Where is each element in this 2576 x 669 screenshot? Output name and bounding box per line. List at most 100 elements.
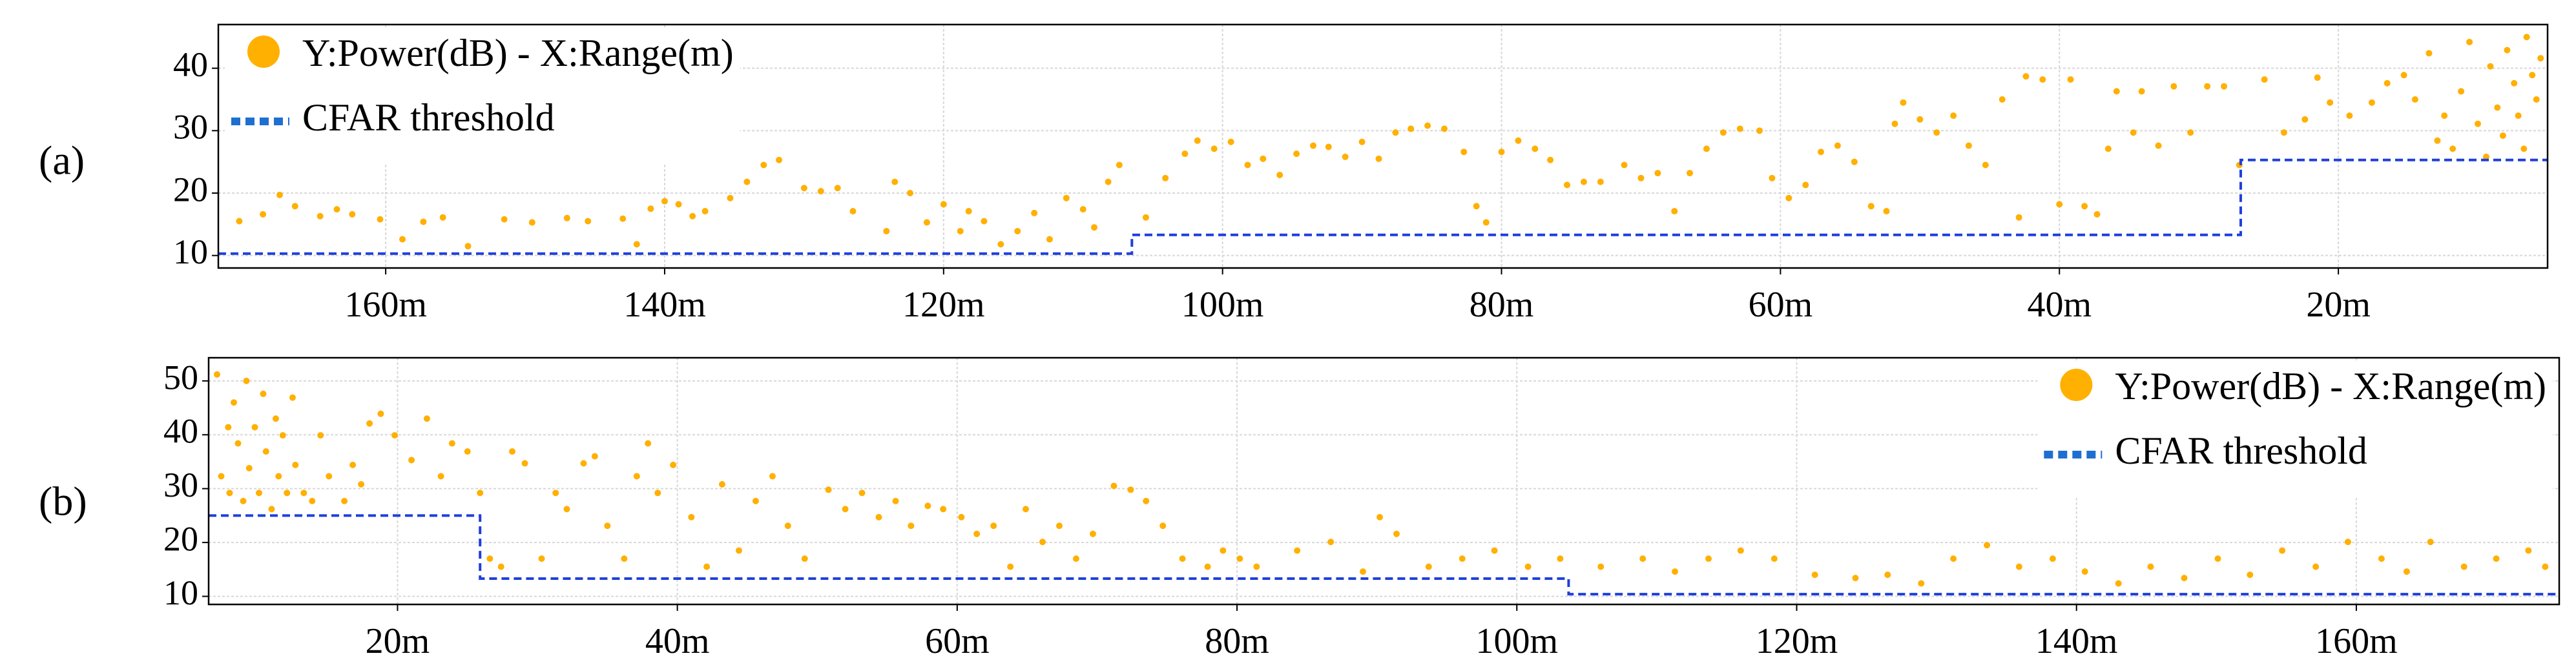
data-point bbox=[326, 473, 333, 480]
data-point bbox=[1900, 99, 1907, 106]
data-point bbox=[883, 227, 890, 234]
data-point bbox=[981, 218, 988, 225]
threshold-line bbox=[218, 158, 2548, 255]
data-point bbox=[521, 460, 528, 467]
data-point bbox=[2368, 99, 2375, 106]
plot-frame bbox=[207, 356, 2560, 606]
data-point bbox=[1236, 555, 1243, 562]
data-point bbox=[1294, 547, 1301, 554]
data-point bbox=[973, 530, 981, 537]
data-point bbox=[1482, 219, 1490, 226]
data-point bbox=[645, 440, 652, 447]
y-tick-label: 40 bbox=[163, 412, 198, 451]
x-tick-label: 160m bbox=[344, 285, 427, 325]
data-point bbox=[2093, 211, 2101, 218]
data-point bbox=[1179, 555, 1186, 562]
data-point bbox=[654, 489, 661, 497]
data-point bbox=[2204, 83, 2211, 90]
data-point bbox=[1654, 170, 1661, 177]
data-point bbox=[2155, 142, 2162, 149]
x-tick-label: 120m bbox=[902, 285, 985, 325]
data-point bbox=[1672, 568, 1679, 575]
data-point bbox=[1110, 482, 1117, 489]
data-point bbox=[1671, 208, 1678, 215]
panel-label: (a) bbox=[39, 138, 85, 183]
data-point bbox=[1557, 555, 1564, 562]
data-point bbox=[1055, 522, 1063, 530]
data-point bbox=[2015, 563, 2022, 570]
data-point bbox=[2403, 568, 2410, 575]
y-tick-label: 10 bbox=[163, 573, 198, 612]
data-point bbox=[2504, 46, 2511, 54]
data-point bbox=[2520, 145, 2528, 152]
data-point bbox=[585, 218, 592, 225]
data-point bbox=[1162, 174, 1169, 181]
data-point bbox=[1181, 150, 1189, 158]
data-point bbox=[2482, 153, 2489, 160]
data-point bbox=[1046, 236, 1053, 243]
data-point bbox=[2022, 73, 2030, 80]
plot-frame bbox=[217, 23, 2549, 269]
data-point bbox=[633, 473, 640, 480]
data-point bbox=[2487, 63, 2494, 70]
data-point bbox=[2493, 555, 2500, 562]
data-point bbox=[1244, 161, 1251, 169]
data-point bbox=[2525, 547, 2532, 554]
data-point bbox=[262, 448, 269, 455]
data-point bbox=[1425, 563, 1432, 570]
data-point bbox=[2115, 580, 2122, 587]
y-tick-label: 30 bbox=[173, 108, 208, 147]
data-point bbox=[420, 218, 427, 225]
data-point bbox=[2187, 129, 2194, 136]
data-point bbox=[366, 420, 373, 427]
data-point bbox=[2221, 83, 2228, 90]
data-point bbox=[279, 432, 286, 439]
data-point bbox=[464, 243, 472, 250]
data-point bbox=[501, 216, 508, 223]
data-point bbox=[2466, 39, 2473, 46]
data-point bbox=[1072, 555, 1079, 562]
legend-label: Y:Power(dB) - X:Range(m) bbox=[2115, 365, 2546, 407]
data-point bbox=[923, 219, 930, 226]
data-point bbox=[769, 473, 776, 480]
data-point bbox=[243, 377, 250, 384]
data-point bbox=[1424, 122, 1431, 129]
data-point bbox=[1637, 174, 1645, 181]
legend-label: CFAR threshold bbox=[302, 96, 555, 139]
data-point bbox=[2542, 563, 2549, 570]
data-point bbox=[800, 185, 807, 192]
data-point bbox=[784, 522, 791, 530]
data-point bbox=[2458, 88, 2465, 95]
data-point bbox=[1532, 145, 1539, 152]
data-point bbox=[2475, 120, 2482, 127]
data-point bbox=[1220, 547, 1227, 554]
legend-marker bbox=[247, 36, 280, 68]
data-point bbox=[661, 198, 668, 205]
data-point bbox=[1834, 142, 1841, 149]
data-point bbox=[1891, 120, 1898, 127]
data-point bbox=[1498, 149, 1505, 156]
y-tick-label: 40 bbox=[173, 45, 208, 84]
data-point bbox=[423, 415, 430, 422]
data-point bbox=[1007, 563, 1014, 570]
data-point bbox=[1737, 547, 1744, 554]
data-point bbox=[377, 216, 384, 223]
data-point bbox=[2425, 50, 2433, 57]
x-tick-label: 80m bbox=[1205, 621, 1269, 661]
data-point bbox=[1031, 209, 1038, 216]
data-point bbox=[2378, 555, 2385, 562]
data-point bbox=[1022, 506, 1029, 513]
data-point bbox=[563, 506, 570, 513]
data-point bbox=[2056, 201, 2063, 208]
data-point bbox=[1597, 563, 1605, 570]
data-point bbox=[604, 522, 611, 530]
data-point bbox=[907, 190, 914, 196]
data-point bbox=[300, 489, 307, 497]
data-point bbox=[2015, 214, 2022, 221]
data-point bbox=[1089, 530, 1096, 537]
data-point bbox=[1965, 142, 1972, 149]
data-point bbox=[349, 211, 356, 218]
x-tick-label: 100m bbox=[1181, 285, 1264, 325]
data-point bbox=[1376, 513, 1384, 520]
data-point bbox=[670, 461, 677, 468]
